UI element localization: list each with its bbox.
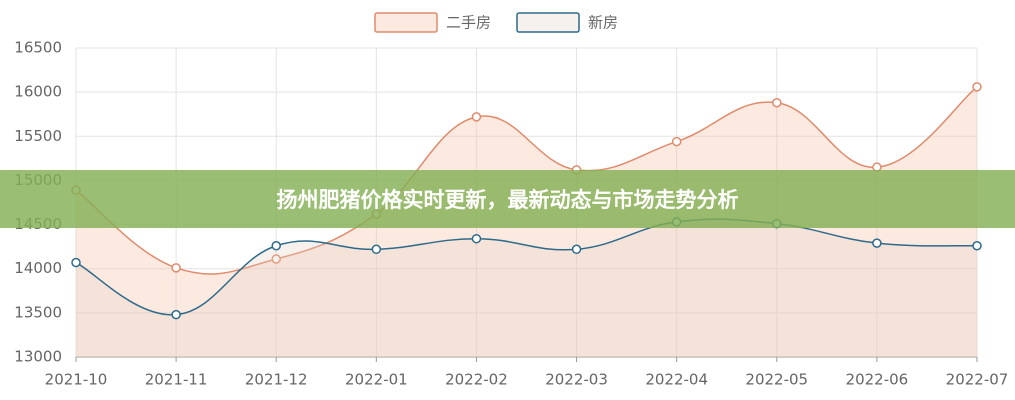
x-tick-label: 2022-03 [545,371,608,389]
y-tick-label: 16500 [14,39,62,57]
x-tick-label: 2021-11 [145,371,208,389]
point [772,97,782,108]
point [71,257,81,268]
point [671,136,682,147]
legend-label: 新房 [588,14,618,32]
y-tick-label: 15500 [14,127,62,145]
point [171,263,181,273]
point [271,254,281,264]
x-tick-label: 2022-07 [946,371,1009,389]
y-tick-label: 14000 [14,259,62,277]
y-tick-label: 16000 [14,83,62,101]
point [271,241,281,251]
x-tick-label: 2021-10 [45,371,108,389]
series-line [75,218,978,316]
point [171,309,181,320]
x-tick-label: 2022-04 [645,371,708,389]
point [872,238,882,248]
legend-label: 二手房 [446,14,491,32]
y-tick-label: 13500 [14,303,62,321]
legend-swatch [516,12,580,33]
banner-title: 扬州肥猪价格实时更新，最新动态与市场走势分析 [0,170,1015,228]
point [972,82,982,92]
x-tick-label: 2022-02 [445,371,508,389]
point [471,112,482,122]
x-tick-label: 2021-12 [245,371,308,389]
legend-swatch [374,12,438,33]
x-tick-label: 2022-06 [846,371,909,389]
x-tick-label: 2022-01 [345,371,408,389]
point [972,241,982,251]
point [371,244,382,255]
point [471,233,482,244]
series-area [76,219,977,357]
y-tick-label: 13000 [14,348,62,366]
point [571,244,582,255]
series-line [75,86,978,275]
x-tick-label: 2022-05 [745,371,808,389]
